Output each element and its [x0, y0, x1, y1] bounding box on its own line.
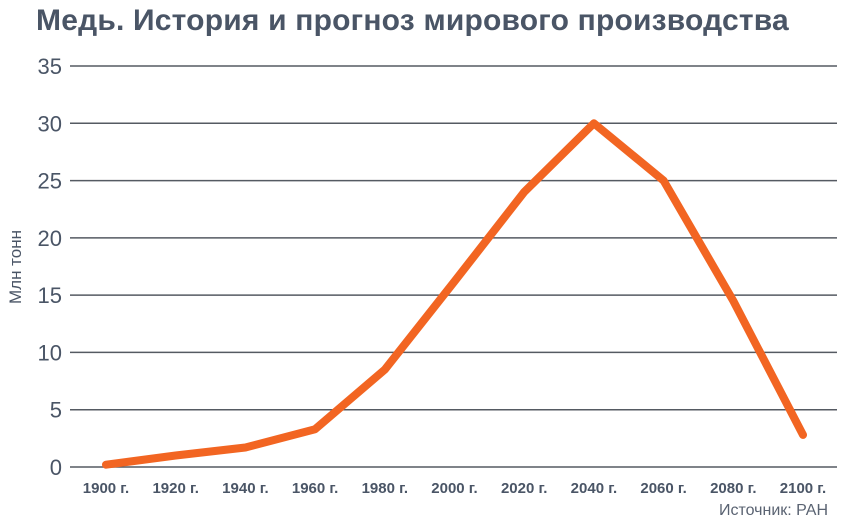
- x-tick-label: 2080 г.: [710, 480, 756, 497]
- gridlines: [70, 65, 837, 468]
- y-tick-label: 15: [38, 283, 62, 308]
- y-tick-label: 0: [50, 455, 62, 480]
- x-tick-label: 1960 г.: [292, 480, 338, 497]
- y-tick-label: 30: [38, 111, 62, 136]
- y-tick-label: 25: [38, 169, 62, 194]
- x-tick-label: 2060 г.: [640, 480, 686, 497]
- y-axis-label: Млн тонн: [6, 230, 25, 304]
- y-tick-label: 20: [38, 226, 62, 251]
- x-tick-label: 2040 г.: [571, 480, 617, 497]
- series-layer: [102, 119, 807, 469]
- series-line: [102, 119, 807, 469]
- y-tick-label: 35: [38, 54, 62, 79]
- x-tick-label: 1940 г.: [222, 480, 268, 497]
- x-tick-label: 2000 г.: [431, 480, 477, 497]
- chart-title: Медь. История и прогноз мирового произво…: [36, 4, 789, 37]
- y-tick-label: 10: [38, 340, 62, 365]
- x-axis-ticks: 1900 г. 1920 г. 1940 г. 1960 г. 1980 г. 2000 …: [83, 480, 826, 497]
- x-tick-label: 2020 г.: [501, 480, 547, 497]
- x-tick-label: 2100 г.: [780, 480, 826, 497]
- y-axis-ticks: 0 5 10 15 20 25 30 35: [38, 54, 62, 480]
- x-tick-label: 1920 г.: [152, 480, 198, 497]
- source-note: Источник: РАН: [718, 502, 828, 519]
- y-tick-label: 5: [50, 398, 62, 423]
- x-tick-label: 1900 г.: [83, 480, 129, 497]
- x-tick-label: 1980 г.: [362, 480, 408, 497]
